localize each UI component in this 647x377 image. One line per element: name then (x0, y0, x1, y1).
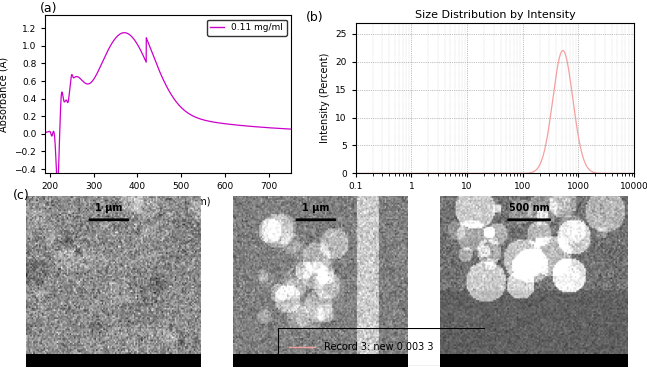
X-axis label: Size (d.nm): Size (d.nm) (467, 197, 523, 207)
Text: 1 μm: 1 μm (95, 204, 122, 213)
X-axis label: Wavelength (nm): Wavelength (nm) (126, 197, 210, 207)
Legend: 0.11 mg/ml: 0.11 mg/ml (207, 20, 287, 36)
Text: (c): (c) (13, 188, 30, 201)
Y-axis label: Intensity (Percent): Intensity (Percent) (320, 53, 330, 143)
FancyBboxPatch shape (26, 354, 201, 367)
Text: 1 μm: 1 μm (302, 204, 329, 213)
Y-axis label: Absorbance (A): Absorbance (A) (0, 57, 9, 132)
FancyBboxPatch shape (233, 354, 408, 367)
FancyBboxPatch shape (440, 354, 628, 367)
Text: 500 nm: 500 nm (509, 204, 549, 213)
Text: Record 3: new 0.003 3: Record 3: new 0.003 3 (324, 342, 433, 352)
Text: (b): (b) (306, 11, 324, 23)
Title: Size Distribution by Intensity: Size Distribution by Intensity (415, 11, 575, 20)
Text: (a): (a) (40, 2, 58, 15)
